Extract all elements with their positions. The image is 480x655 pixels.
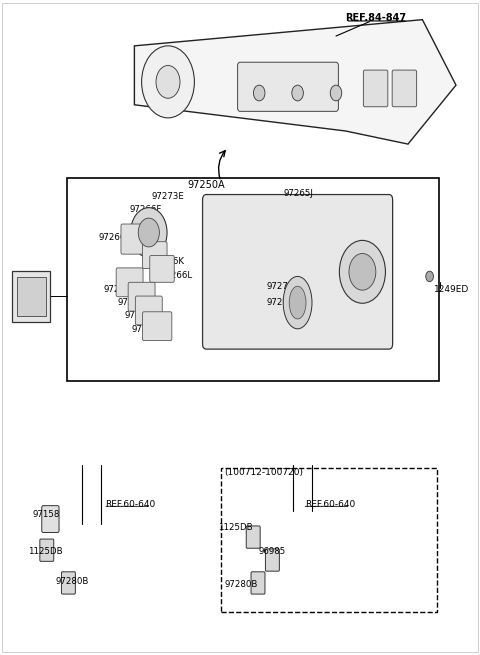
FancyBboxPatch shape xyxy=(150,255,174,282)
FancyBboxPatch shape xyxy=(40,539,54,561)
Circle shape xyxy=(138,218,159,247)
Text: 97266K: 97266K xyxy=(151,257,184,267)
Circle shape xyxy=(426,271,433,282)
Text: 97266P: 97266P xyxy=(118,298,150,307)
Text: REF.60-640: REF.60-640 xyxy=(305,500,355,509)
Text: 97280B: 97280B xyxy=(225,580,258,589)
FancyBboxPatch shape xyxy=(42,506,59,533)
FancyBboxPatch shape xyxy=(61,572,75,594)
Text: 97266H: 97266H xyxy=(98,233,132,242)
Text: 97266J: 97266J xyxy=(127,246,157,255)
Text: REF.60-640: REF.60-640 xyxy=(106,500,156,509)
Text: 96985: 96985 xyxy=(258,547,286,556)
FancyBboxPatch shape xyxy=(251,572,265,594)
Circle shape xyxy=(131,208,167,257)
Circle shape xyxy=(339,240,385,303)
FancyBboxPatch shape xyxy=(238,62,338,111)
FancyBboxPatch shape xyxy=(363,70,388,107)
FancyBboxPatch shape xyxy=(12,271,50,322)
Text: 97158: 97158 xyxy=(33,510,60,519)
FancyBboxPatch shape xyxy=(135,296,162,325)
FancyBboxPatch shape xyxy=(143,312,172,341)
Text: 97266Q: 97266Q xyxy=(103,285,137,294)
FancyBboxPatch shape xyxy=(116,268,143,297)
FancyBboxPatch shape xyxy=(143,242,167,269)
Text: REF.84-847: REF.84-847 xyxy=(346,12,407,23)
FancyBboxPatch shape xyxy=(246,526,260,548)
Text: 97266L: 97266L xyxy=(161,271,193,280)
Text: 97266F: 97266F xyxy=(130,205,162,214)
Ellipse shape xyxy=(289,286,306,319)
Text: 1125DB: 1125DB xyxy=(218,523,253,532)
FancyBboxPatch shape xyxy=(392,70,417,107)
Text: 94540: 94540 xyxy=(17,282,46,291)
Circle shape xyxy=(330,85,342,101)
Text: 1125DB: 1125DB xyxy=(28,547,62,556)
FancyBboxPatch shape xyxy=(203,195,393,349)
Polygon shape xyxy=(134,20,456,144)
Text: 97266N: 97266N xyxy=(125,311,159,320)
Circle shape xyxy=(349,253,376,290)
Text: 97266G: 97266G xyxy=(266,298,300,307)
Text: 97250A: 97250A xyxy=(188,179,225,190)
Bar xyxy=(67,178,439,381)
Circle shape xyxy=(142,46,194,118)
Text: 97273E: 97273E xyxy=(266,282,299,291)
Ellipse shape xyxy=(283,276,312,329)
FancyBboxPatch shape xyxy=(128,282,155,311)
Circle shape xyxy=(156,66,180,98)
FancyBboxPatch shape xyxy=(265,549,279,571)
Bar xyxy=(221,468,437,612)
Circle shape xyxy=(253,85,265,101)
Text: 97265J: 97265J xyxy=(283,189,313,198)
Text: 1249ED: 1249ED xyxy=(434,285,469,294)
Text: (100712-100720): (100712-100720) xyxy=(225,468,304,477)
Circle shape xyxy=(292,85,303,101)
Text: 97273E: 97273E xyxy=(151,192,184,201)
FancyBboxPatch shape xyxy=(17,277,46,316)
FancyBboxPatch shape xyxy=(121,224,148,254)
Text: 97280B: 97280B xyxy=(55,577,89,586)
Text: 97266M: 97266M xyxy=(132,325,167,334)
